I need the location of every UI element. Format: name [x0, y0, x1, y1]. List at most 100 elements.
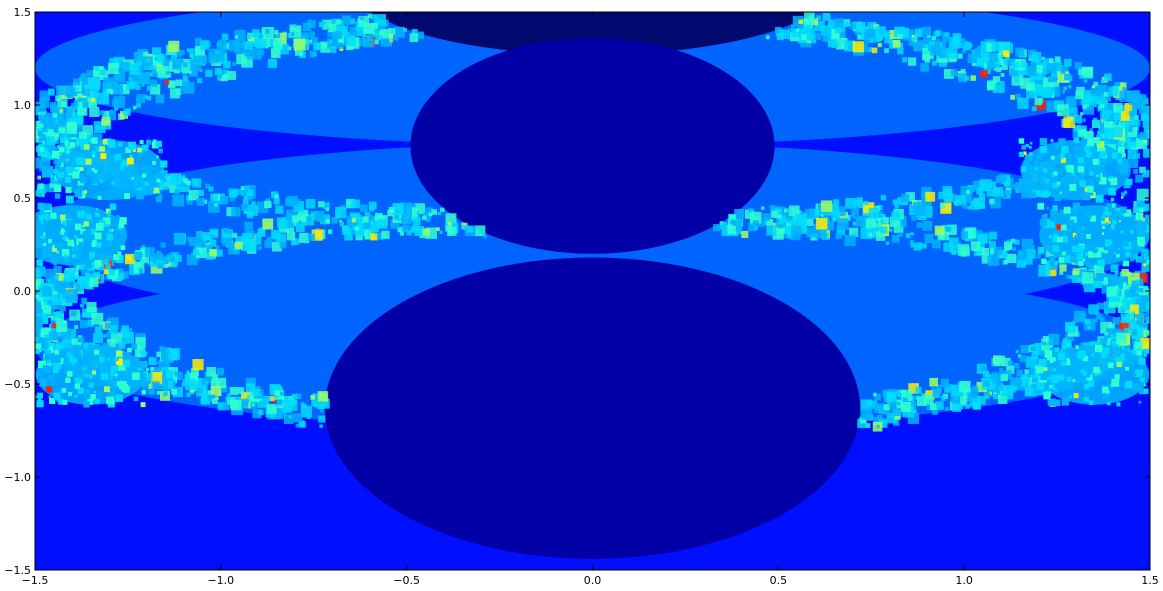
boundary-speck	[948, 36, 961, 49]
boundary-speck	[1047, 218, 1050, 222]
boundary-speck	[1087, 380, 1095, 387]
boundary-speck	[320, 214, 331, 225]
boundary-speck	[183, 178, 189, 184]
boundary-speck	[22, 211, 24, 213]
boundary-speck	[1061, 157, 1064, 161]
boundary-speck	[369, 223, 380, 233]
boundary-speck	[910, 243, 915, 248]
boundary-speck	[1143, 139, 1147, 144]
boundary-speck	[1109, 350, 1114, 355]
boundary-speck	[38, 232, 44, 237]
boundary-speck	[81, 72, 86, 77]
boundary-speck	[161, 256, 169, 265]
boundary-speck	[876, 424, 880, 428]
boundary-speck	[56, 320, 68, 333]
boundary-speck	[72, 281, 77, 287]
boundary-speck	[1127, 141, 1131, 145]
boundary-speck	[934, 401, 944, 410]
boundary-speck	[1044, 260, 1050, 266]
boundary-speck	[1084, 145, 1091, 152]
boundary-speck	[117, 251, 122, 256]
boundary-speck	[133, 105, 137, 110]
boundary-speck	[1065, 274, 1070, 279]
boundary-speck	[1141, 312, 1150, 322]
boundary-speck	[1079, 148, 1084, 153]
boundary-speck	[959, 381, 971, 393]
boundary-speck	[103, 358, 108, 363]
boundary-speck	[1061, 89, 1066, 94]
boundary-speck	[331, 216, 339, 224]
boundary-speck	[73, 100, 78, 105]
boundary-speck	[934, 225, 945, 236]
boundary-speck	[1017, 97, 1021, 102]
boundary-speck	[58, 398, 65, 405]
boundary-speck	[60, 108, 64, 113]
boundary-speck	[1034, 160, 1040, 166]
boundary-speck	[1021, 238, 1034, 251]
boundary-speck	[316, 402, 325, 410]
boundary-speck	[244, 50, 251, 57]
boundary-speck	[1014, 363, 1020, 369]
boundary-speck	[142, 51, 149, 58]
boundary-speck	[1138, 357, 1146, 365]
boundary-speck	[225, 396, 230, 402]
boundary-speck	[1116, 402, 1121, 407]
boundary-speck	[151, 47, 162, 57]
boundary-speck	[107, 357, 110, 361]
boundary-speck	[333, 31, 342, 40]
boundary-speck	[883, 30, 890, 37]
boundary-speck	[791, 224, 802, 236]
boundary-speck	[1125, 137, 1131, 143]
boundary-speck	[1039, 146, 1048, 154]
boundary-speck	[1082, 371, 1087, 376]
boundary-speck	[53, 184, 62, 193]
boundary-speck	[227, 230, 232, 235]
boundary-speck	[1100, 79, 1105, 84]
y-tick-label: 0.5	[14, 192, 32, 205]
boundary-speck	[915, 386, 922, 394]
boundary-speck	[808, 208, 820, 220]
boundary-speck	[1043, 168, 1048, 173]
boundary-speck	[1139, 131, 1148, 140]
boundary-speck	[257, 228, 266, 237]
boundary-speck	[1116, 361, 1123, 367]
boundary-speck	[286, 224, 295, 233]
boundary-speck	[339, 219, 343, 223]
boundary-speck	[135, 97, 141, 102]
boundary-speck	[1060, 152, 1065, 158]
boundary-speck	[1014, 58, 1026, 71]
boundary-speck	[1095, 194, 1104, 203]
boundary-speck	[1141, 248, 1148, 256]
boundary-speck	[78, 241, 85, 248]
boundary-speck	[844, 235, 856, 247]
boundary-speck	[271, 229, 281, 239]
boundary-speck	[1048, 260, 1058, 270]
boundary-speck	[1113, 251, 1116, 254]
boundary-speck	[372, 30, 383, 41]
boundary-speck	[1078, 260, 1084, 267]
boundary-speck	[88, 98, 98, 108]
boundary-speck	[106, 396, 115, 405]
boundary-speck	[221, 33, 229, 41]
boundary-speck	[138, 71, 151, 84]
boundary-speck	[66, 219, 74, 227]
boundary-speck	[741, 230, 749, 238]
boundary-speck	[1100, 321, 1113, 334]
boundary-speck	[91, 370, 96, 375]
boundary-speck	[1053, 399, 1061, 407]
boundary-speck	[48, 395, 52, 398]
boundary-speck	[27, 234, 32, 239]
boundary-speck	[360, 204, 368, 213]
boundary-speck	[1064, 73, 1071, 81]
boundary-speck	[1117, 146, 1125, 154]
boundary-speck	[425, 227, 437, 239]
boundary-speck	[138, 266, 143, 271]
boundary-speck	[748, 223, 757, 232]
boundary-speck	[98, 322, 104, 328]
boundary-speck	[1048, 333, 1060, 345]
boundary-speck	[1143, 203, 1150, 211]
boundary-speck	[1135, 256, 1143, 263]
boundary-speck	[877, 43, 882, 48]
boundary-speck	[791, 25, 795, 29]
